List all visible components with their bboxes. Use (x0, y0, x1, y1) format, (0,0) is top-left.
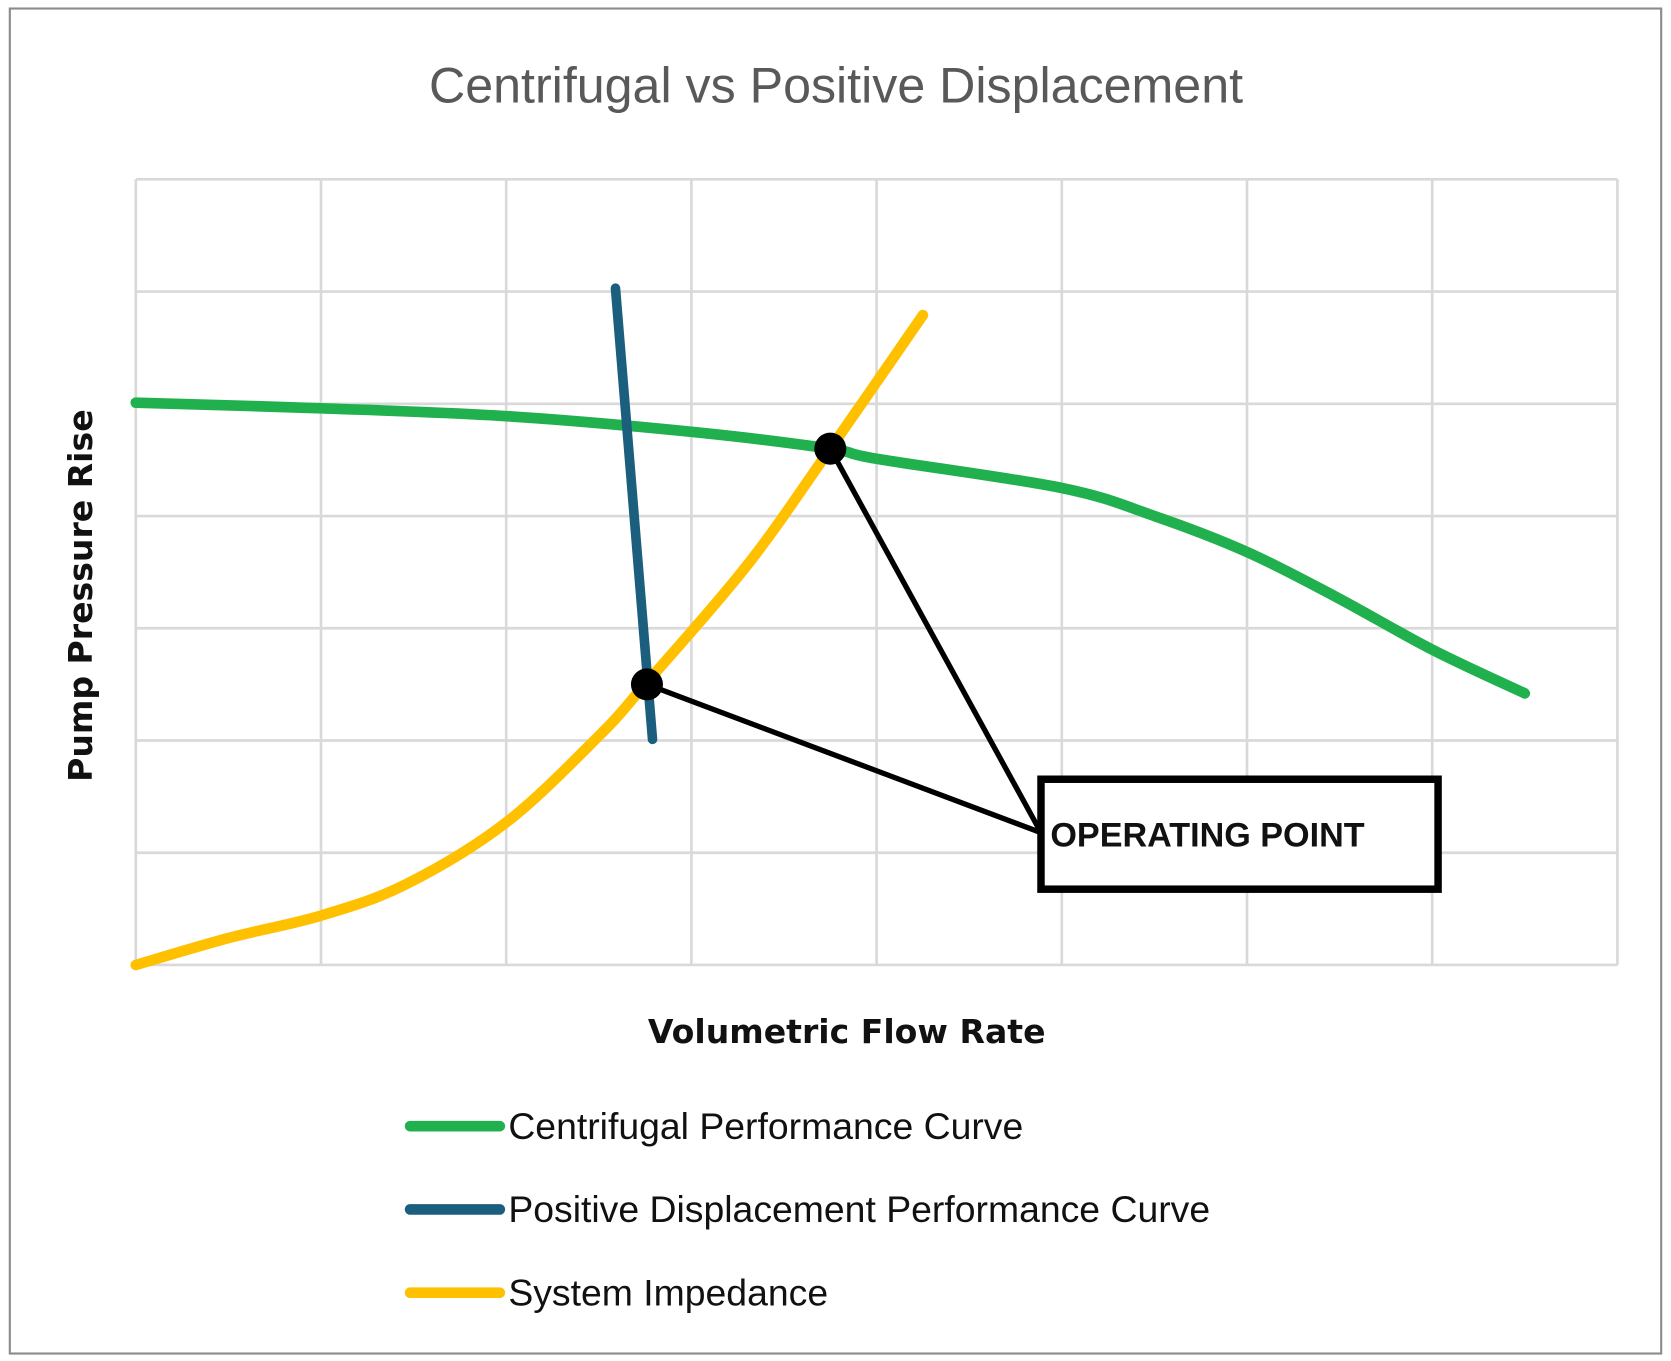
annotation-layer: OPERATING POINT (630, 432, 1442, 893)
series-line-positive-displacement-performance-curve (610, 283, 658, 745)
chart-title: Centrifugal vs Positive Displacement (429, 57, 1243, 113)
operating-point-marker (630, 668, 663, 701)
legend: Centrifugal Performance Curve Positive Di… (404, 1105, 1210, 1313)
legend-label: System Impedance (508, 1271, 828, 1313)
y-axis-label: Pump Pressure Rise (61, 409, 100, 782)
legend-label: Centrifugal Performance Curve (508, 1105, 1023, 1147)
operating-point-marker (814, 432, 847, 465)
annotation-leader-line (646, 681, 1042, 836)
series-line-centrifugal-performance-curve (130, 397, 1531, 699)
annotation-label: OPERATING POINT (1050, 816, 1364, 854)
series-layer (130, 283, 1531, 971)
x-axis-label: Volumetric Flow Rate (648, 1012, 1046, 1051)
grid (134, 177, 1619, 967)
legend-label: Positive Displacement Performance Curve (508, 1188, 1210, 1230)
legend-item: Centrifugal Performance Curve (404, 1105, 1023, 1147)
annotation-box (1037, 775, 1442, 893)
chart-frame (8, 7, 1663, 1355)
series-line-system-impedance (130, 309, 929, 971)
legend-item: System Impedance (404, 1271, 828, 1313)
legend-item: Positive Displacement Performance Curve (404, 1188, 1210, 1230)
annotation-leader-line (827, 447, 1044, 834)
